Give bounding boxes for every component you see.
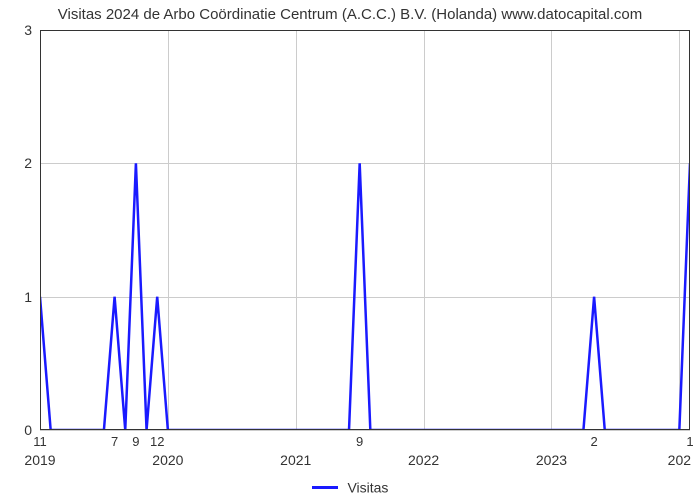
y-tick-label: 0 (24, 422, 32, 438)
point-label: 12 (150, 434, 164, 449)
plot-border (40, 30, 690, 430)
y-tick-label: 2 (24, 155, 32, 171)
point-label: 11 (33, 434, 47, 449)
x-tick-label: 2021 (280, 452, 311, 468)
gridline-h (40, 430, 690, 431)
x-tick-label: 202 (668, 452, 691, 468)
point-label: 7 (111, 434, 118, 449)
chart-title: Visitas 2024 de Arbo Coördinatie Centrum… (0, 6, 700, 23)
legend-label: Visitas (347, 479, 388, 495)
point-label: 9 (132, 434, 139, 449)
point-label: 2 (590, 434, 597, 449)
point-label: 1 (686, 434, 693, 449)
x-tick-label: 2023 (536, 452, 567, 468)
chart-container: Visitas 2024 de Arbo Coördinatie Centrum… (0, 0, 700, 500)
y-tick-label: 3 (24, 22, 32, 38)
legend: Visitas (0, 478, 700, 495)
legend-swatch (312, 486, 338, 489)
x-tick-label: 2019 (24, 452, 55, 468)
x-tick-label: 2020 (152, 452, 183, 468)
y-tick-label: 1 (24, 289, 32, 305)
x-tick-label: 2022 (408, 452, 439, 468)
plot-area: 0123 20192020202120222023202 117912921 (40, 30, 690, 430)
point-label: 9 (356, 434, 363, 449)
